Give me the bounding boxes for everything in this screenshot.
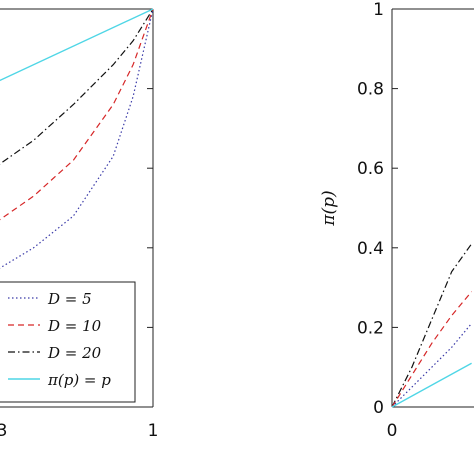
right-plot-panel: 0 0.2 0.4 0.6 0.8 1 0 π(p)	[319, 0, 474, 441]
legend-box	[0, 281, 136, 403]
left-series-group	[0, 8, 154, 269]
left-series-d-5	[0, 8, 154, 269]
right-y-tick-label: 0.2	[357, 318, 384, 338]
left-series--p-p	[0, 8, 154, 82]
legend-label-d10: D = 10	[47, 317, 102, 335]
right-y-tick-label: 0.8	[357, 80, 384, 100]
legend: D = 5 D = 10 D = 20 π(p) = p	[0, 281, 136, 403]
right-y-ticks: 0 0.2 0.4 0.6 0.8 1	[357, 0, 398, 418]
right-y-tick-label: 0.4	[357, 239, 384, 259]
left-x-tick-label: 3	[0, 421, 7, 441]
left-plot-panel: 3 1 D = 5 D = 10 D = 20 π(p) = p	[0, 8, 159, 441]
right-series-d-10	[391, 291, 473, 408]
right-series--p-p	[391, 362, 472, 408]
left-series-d-20	[0, 8, 154, 165]
legend-label-d5: D = 5	[47, 290, 92, 308]
right-y-tick-label: 0.6	[357, 159, 384, 179]
left-x-tick-label: 1	[148, 421, 159, 441]
left-y-ticks	[147, 88, 153, 328]
left-series-d-10	[0, 8, 154, 221]
right-y-tick-label: 1	[373, 0, 384, 20]
legend-label-identity: π(p) = p	[47, 371, 111, 389]
legend-label-d20: D = 20	[47, 344, 102, 362]
right-y-tick-label: 0	[373, 398, 384, 418]
right-x-tick-label: 0	[387, 421, 398, 441]
right-series-group	[391, 243, 473, 408]
right-series-d-5	[391, 323, 473, 408]
right-series-d-20	[391, 243, 473, 408]
right-y-axis-label: π(p)	[319, 190, 339, 226]
